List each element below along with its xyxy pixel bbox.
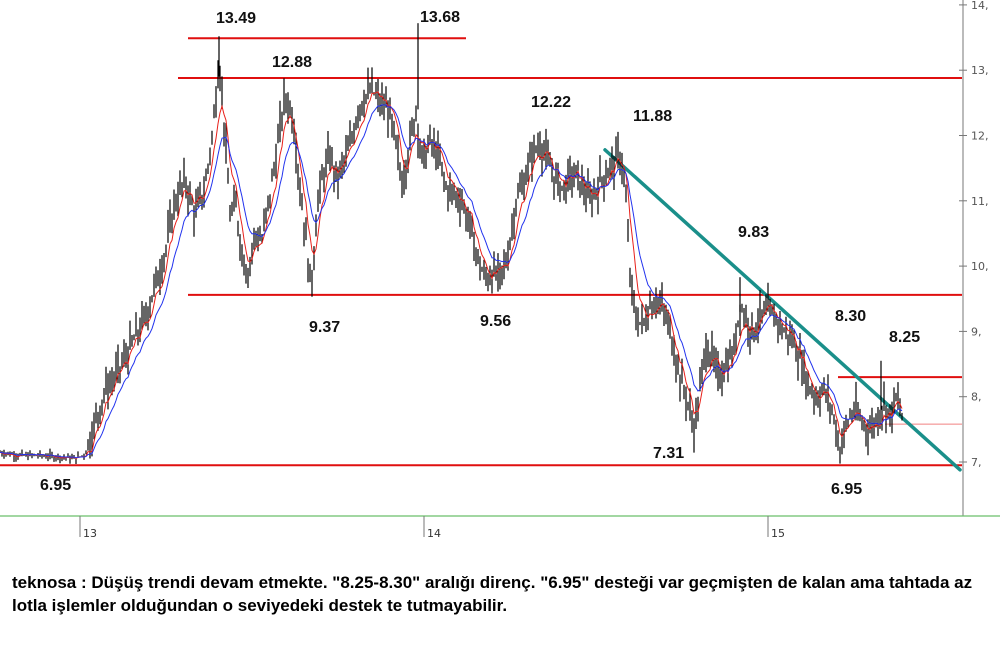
chart-area: 7, 8, 9, 10, 11, 12, 13, 14, 13 14 15 13.49 13.68 12… xyxy=(0,0,1000,540)
down-trendline xyxy=(603,148,962,472)
price-annotation: 6.95 xyxy=(40,477,71,494)
x-tick-label: 15 xyxy=(771,527,785,540)
price-chart: 7, 8, 9, 10, 11, 12, 13, 14, 13 14 15 13.49 13.68 12… xyxy=(0,0,1000,540)
price-annotation: 9.37 xyxy=(309,319,340,336)
x-tick-label: 14 xyxy=(427,527,441,540)
price-annotation: 12.22 xyxy=(531,94,571,111)
price-annotation: 8.25 xyxy=(889,329,920,346)
y-tick-label: 9, xyxy=(971,325,982,338)
y-tick-label: 8, xyxy=(971,391,982,404)
analysis-commentary: teknosa : Düşüş trendi devam etmekte. "8… xyxy=(12,573,973,615)
y-tick-label: 14, xyxy=(971,0,989,12)
y-tick-label: 13, xyxy=(971,64,989,77)
price-annotation: 12.88 xyxy=(272,54,312,71)
price-annotation: 9.56 xyxy=(480,313,511,330)
y-tick-label: 7, xyxy=(971,456,982,469)
price-annotation: 6.95 xyxy=(831,481,862,498)
y-tick-label: 12, xyxy=(971,130,989,143)
price-annotation: 8.30 xyxy=(835,308,866,325)
price-annotation: 9.83 xyxy=(738,224,769,241)
price-annotation: 13.49 xyxy=(216,10,256,27)
y-tick-label: 10, xyxy=(971,260,989,273)
price-bars xyxy=(0,60,903,464)
y-tick-label: 11, xyxy=(971,195,989,208)
price-annotation: 11.88 xyxy=(633,108,672,125)
moving-average-fast xyxy=(0,91,903,460)
x-tick-label: 13 xyxy=(83,527,97,540)
moving-average-slow xyxy=(0,104,903,459)
price-annotation: 7.31 xyxy=(653,445,684,462)
price-annotation: 13.68 xyxy=(420,9,460,26)
